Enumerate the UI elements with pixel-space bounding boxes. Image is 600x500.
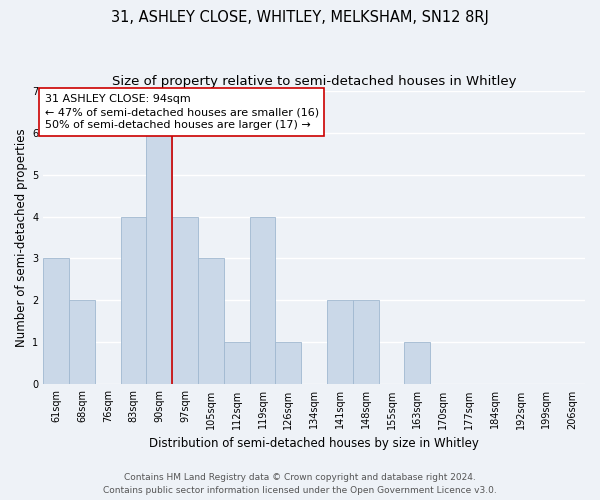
Bar [353, 300, 379, 384]
Y-axis label: Number of semi-detached properties: Number of semi-detached properties [15, 128, 28, 347]
Bar [121, 216, 146, 384]
Title: Size of property relative to semi-detached houses in Whitley: Size of property relative to semi-detach… [112, 75, 517, 88]
Text: 31, ASHLEY CLOSE, WHITLEY, MELKSHAM, SN12 8RJ: 31, ASHLEY CLOSE, WHITLEY, MELKSHAM, SN1… [111, 10, 489, 25]
Bar [327, 300, 353, 384]
Text: Contains HM Land Registry data © Crown copyright and database right 2024.
Contai: Contains HM Land Registry data © Crown c… [103, 474, 497, 495]
Bar [224, 342, 250, 384]
Bar [69, 300, 95, 384]
Bar [275, 342, 301, 384]
X-axis label: Distribution of semi-detached houses by size in Whitley: Distribution of semi-detached houses by … [149, 437, 479, 450]
Bar [172, 216, 198, 384]
Bar [43, 258, 69, 384]
Bar [198, 258, 224, 384]
Bar [250, 216, 275, 384]
Text: 31 ASHLEY CLOSE: 94sqm
← 47% of semi-detached houses are smaller (16)
50% of sem: 31 ASHLEY CLOSE: 94sqm ← 47% of semi-det… [44, 94, 319, 130]
Bar [404, 342, 430, 384]
Bar [146, 132, 172, 384]
